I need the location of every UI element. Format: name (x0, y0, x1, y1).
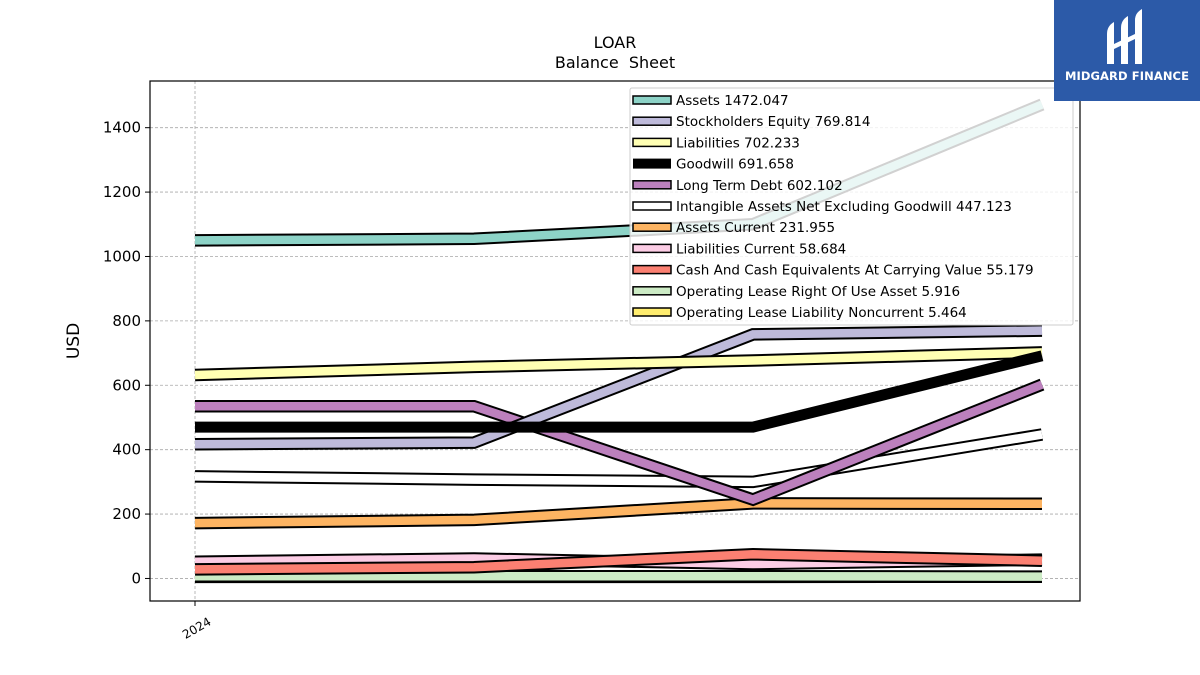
series-line (195, 378, 1045, 507)
legend-swatch (632, 116, 672, 126)
series-line-fill (194, 550, 1043, 574)
y-tick-label: 1000 (103, 247, 141, 265)
series-line-fill (194, 348, 1043, 380)
legend-label: Long Term Debt 602.102 (676, 178, 843, 194)
legend-label: Goodwill 691.658 (676, 157, 794, 173)
y-tick-label: 1200 (103, 183, 141, 201)
legend-swatch (632, 201, 672, 211)
y-tick-label: 600 (112, 376, 141, 394)
legend-label: Intangible Assets Net Excluding Goodwill… (676, 199, 1012, 215)
series-line (194, 428, 1044, 489)
series-line (194, 497, 1043, 530)
legend-label: Assets 1472.047 (676, 93, 789, 109)
y-tick-label: 1400 (103, 119, 141, 137)
legend-label: Operating Lease Liability Noncurrent 5.4… (676, 305, 967, 321)
series-line (194, 548, 1043, 576)
legend-label: Cash And Cash Equivalents At Carrying Va… (676, 263, 1034, 279)
legend-swatch (632, 264, 672, 275)
midgard-finance-logo: MIDGARD FINANCE (1054, 0, 1200, 101)
legend-frame (629, 87, 1074, 326)
logo-text: MIDGARD FINANCE (1064, 69, 1190, 83)
legend-label: Liabilities 702.233 (676, 135, 800, 151)
legend-swatch (632, 243, 672, 254)
series-line (195, 350, 1044, 433)
legend-label: Stockholders Equity 769.814 (676, 114, 870, 130)
y-axis-label: USD (64, 323, 84, 359)
y-tick-label: 800 (112, 312, 141, 330)
logo-mark-icon (1107, 9, 1142, 64)
chart-title: LOAR (594, 33, 637, 52)
legend: Assets 1472.047 Stockholders Equity 769.8… (629, 87, 1074, 326)
y-tick-label: 0 (131, 569, 141, 587)
legend-swatch (633, 158, 671, 169)
y-tick-label: 400 (112, 441, 141, 459)
legend-swatch (632, 286, 672, 296)
legend-swatch (632, 222, 672, 232)
chart-subtitle: Balance Sheet (555, 53, 675, 72)
series-line-fill (195, 380, 1044, 505)
legend-swatch (632, 307, 672, 317)
plot-frame (149, 80, 1081, 602)
series-group (194, 98, 1045, 584)
series-line-fill (194, 430, 1043, 487)
axes: 0 200 400 600 800 1000 1200 1400 2024 (103, 119, 214, 642)
series-line-fill (194, 326, 1043, 449)
legend-swatch (632, 180, 672, 190)
series-line (194, 346, 1043, 382)
legend-swatch (632, 95, 672, 105)
legend-swatch (632, 137, 672, 148)
y-tick-label: 200 (112, 505, 141, 523)
series-line-fill (194, 499, 1043, 528)
legend-label: Operating Lease Right Of Use Asset 5.916 (676, 284, 960, 300)
series-line-body (195, 350, 1044, 433)
legend-label: Assets Current 231.955 (676, 220, 835, 236)
x-tick-label: 2024 (180, 614, 213, 641)
series-line (194, 324, 1043, 451)
legend-label: Liabilities Current 58.684 (676, 241, 846, 257)
